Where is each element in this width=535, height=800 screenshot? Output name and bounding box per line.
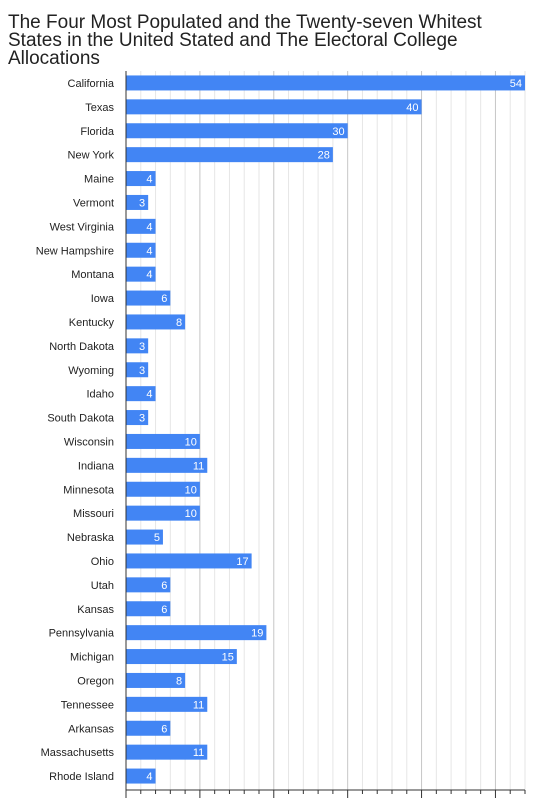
value-label: 10 — [185, 436, 197, 448]
category-label: Wyoming — [68, 365, 114, 377]
bar — [126, 696, 208, 712]
bar — [126, 481, 200, 497]
value-label: 3 — [139, 341, 145, 353]
category-label: New Hampshire — [36, 245, 114, 257]
bar — [126, 601, 171, 617]
value-label: 6 — [161, 604, 167, 616]
value-label: 5 — [154, 532, 160, 544]
bar — [126, 99, 422, 115]
bar — [126, 744, 208, 760]
value-label: 15 — [222, 652, 234, 664]
category-label: West Virginia — [50, 221, 115, 233]
bar — [126, 290, 171, 306]
gridlines — [125, 71, 526, 790]
category-label: South Dakota — [47, 413, 115, 425]
value-label: 6 — [161, 580, 167, 592]
category-label: Tennessee — [61, 699, 114, 711]
value-label: 11 — [193, 747, 204, 759]
category-label: Michigan — [70, 652, 114, 664]
bar — [126, 768, 156, 784]
bar — [126, 410, 149, 426]
value-label: 3 — [139, 365, 145, 377]
value-label: 3 — [139, 197, 145, 209]
category-label: Kansas — [77, 604, 114, 616]
bar — [126, 625, 267, 641]
value-label: 4 — [146, 221, 152, 233]
category-label: Massachusetts — [41, 747, 115, 759]
category-label: Missouri — [73, 508, 114, 520]
bar — [126, 338, 149, 354]
category-label: Nebraska — [67, 532, 115, 544]
bar — [126, 720, 171, 736]
value-label: 10 — [185, 484, 197, 496]
bar — [126, 147, 333, 163]
category-label: California — [68, 78, 115, 90]
bar — [126, 266, 156, 282]
category-label: Iowa — [91, 293, 115, 305]
bar — [126, 194, 149, 210]
category-label: Maine — [84, 174, 114, 186]
category-label: Rhode Island — [49, 771, 114, 783]
category-label: Wisconsin — [64, 436, 114, 448]
category-label: Indiana — [78, 460, 115, 472]
category-label: Texas — [85, 102, 114, 114]
value-label: 40 — [406, 102, 418, 114]
value-label: 4 — [146, 245, 152, 257]
bar — [126, 553, 252, 569]
value-label: 4 — [146, 174, 152, 186]
value-label: 11 — [193, 699, 204, 711]
value-label: 10 — [185, 508, 197, 520]
bar — [126, 218, 156, 234]
value-label: 19 — [251, 628, 263, 640]
value-label: 30 — [332, 126, 344, 138]
bar — [126, 505, 200, 521]
category-label: Minnesota — [63, 484, 115, 496]
category-label: Pennsylvania — [49, 628, 115, 640]
value-label: 28 — [318, 150, 330, 162]
category-label: Vermont — [73, 197, 114, 209]
value-label: 6 — [161, 293, 167, 305]
category-label: Ohio — [91, 556, 114, 568]
category-label: Utah — [91, 580, 114, 592]
value-label: 8 — [176, 675, 182, 687]
bar — [126, 577, 171, 593]
value-label: 3 — [139, 413, 145, 425]
value-label: 8 — [176, 317, 182, 329]
category-label: New York — [68, 150, 115, 162]
bar — [126, 242, 156, 258]
value-label: 4 — [146, 771, 152, 783]
bar — [126, 386, 156, 402]
bar — [126, 457, 208, 473]
value-label: 4 — [146, 269, 152, 281]
bar — [126, 75, 525, 91]
category-label: Oregon — [77, 675, 114, 687]
bar — [126, 529, 163, 545]
value-label: 54 — [510, 78, 522, 90]
bar — [126, 123, 348, 139]
bar — [126, 672, 186, 688]
bar — [126, 362, 149, 378]
bar — [126, 314, 186, 330]
value-label: 6 — [161, 723, 167, 735]
chart-title: The Four Most Populated and the Twenty-s… — [8, 12, 482, 69]
bar — [126, 171, 156, 187]
x-axis — [125, 71, 526, 798]
category-label: Arkansas — [68, 723, 114, 735]
value-label: 4 — [146, 389, 152, 401]
category-label: Idaho — [86, 389, 114, 401]
value-label: 17 — [236, 556, 248, 568]
category-label: Florida — [80, 126, 115, 138]
category-label: Kentucky — [69, 317, 115, 329]
bar — [126, 649, 237, 665]
value-label: 11 — [193, 460, 204, 472]
bar — [126, 433, 200, 449]
category-label: Montana — [71, 269, 115, 281]
category-label: North Dakota — [49, 341, 115, 353]
